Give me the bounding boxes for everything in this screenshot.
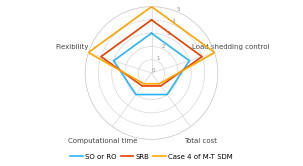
Legend: SO or RO, SRB, Case 4 of M-T SDM: SO or RO, SRB, Case 4 of M-T SDM [68,151,235,163]
